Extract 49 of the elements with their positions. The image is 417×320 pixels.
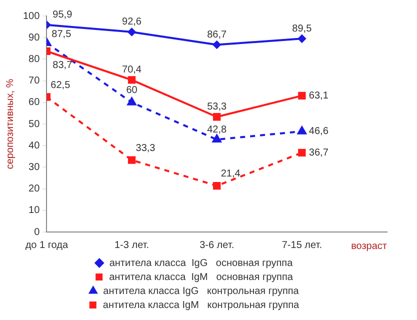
- y-tick-label: 20: [28, 184, 40, 195]
- y-tick-label: 50: [28, 118, 40, 130]
- x-tick-label: 7-15 лет.: [282, 240, 322, 251]
- y-tick-label: 40: [28, 140, 40, 152]
- y-tick-label: 30: [28, 162, 40, 173]
- y-axis-title: серопозитивных, %: [4, 78, 16, 170]
- legend-label: антитела класса IgG основная группа: [109, 258, 294, 269]
- point: [298, 148, 306, 157]
- point: [213, 113, 221, 121]
- y-tick-label: 70: [28, 76, 40, 87]
- data-label: 83,7: [52, 60, 73, 71]
- data-label: 42,8: [207, 124, 228, 136]
- point: [212, 40, 221, 49]
- legend-label: антитела класса IgG контрольная группа: [103, 286, 300, 297]
- data-label: 87,5: [52, 28, 72, 40]
- data-label: 36,7: [308, 147, 329, 158]
- y-tick-label: 0: [34, 226, 40, 238]
- point: [297, 126, 306, 134]
- legend-label: антитела класса IgM контрольная группа: [102, 300, 300, 311]
- point: [213, 182, 221, 190]
- point: [298, 34, 306, 43]
- data-label: 46,6: [308, 126, 329, 138]
- data-label: 53,3: [207, 102, 228, 113]
- x-tick-label: 3-6 лет.: [200, 240, 234, 251]
- data-label: 95,9: [52, 10, 73, 21]
- data-label: 70,4: [122, 64, 142, 76]
- data-label: 33,3: [136, 142, 156, 154]
- point: [128, 28, 136, 36]
- point: [212, 134, 222, 143]
- y-tick-label: 10: [28, 205, 40, 216]
- y-tick-label: 90: [28, 32, 40, 44]
- x-axis-title: возраст: [351, 240, 388, 252]
- x-tick-label: 1-3 лет.: [114, 240, 150, 251]
- data-label: 63,1: [308, 90, 329, 102]
- y-tick-label: 80: [28, 54, 40, 65]
- data-label: 62,5: [50, 80, 71, 91]
- point: [128, 156, 136, 164]
- legend-label: антитела класса IgM основная группа: [109, 272, 294, 283]
- data-label: 89,5: [292, 23, 312, 34]
- y-tick-label: 100: [22, 10, 40, 22]
- x-tick-label: до 1 года: [25, 240, 68, 251]
- data-label: 21,4: [220, 168, 241, 180]
- data-label: 92,6: [122, 16, 142, 28]
- data-label: 86,7: [207, 29, 228, 40]
- data-label: 60: [126, 85, 138, 96]
- point: [128, 76, 136, 84]
- point: [298, 92, 306, 100]
- point: [127, 97, 136, 106]
- y-tick-label: 60: [28, 97, 40, 108]
